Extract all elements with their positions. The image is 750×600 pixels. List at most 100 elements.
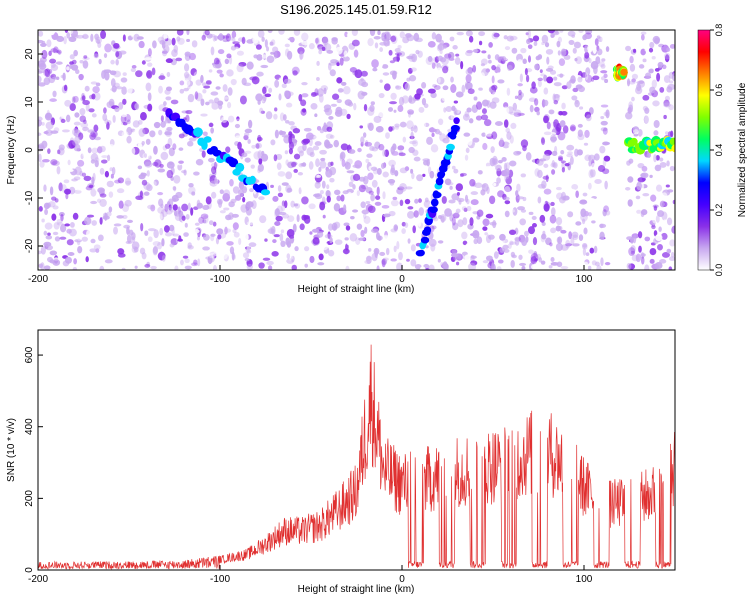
heatmap-cell (146, 70, 153, 79)
heatmap-cell (244, 150, 252, 154)
heatmap-cell (168, 224, 175, 232)
heatmap-cell (329, 237, 333, 244)
heatmap-cell (644, 107, 650, 114)
heatmap-cell (543, 131, 552, 136)
heatmap-cell (76, 34, 84, 39)
heatmap-cell (465, 30, 473, 37)
heatmap-cell (72, 267, 78, 270)
heatmap-cell (101, 159, 108, 164)
y-tick-label: 400 (24, 418, 35, 435)
heatmap-cell (298, 163, 304, 168)
heatmap-cell (470, 255, 477, 259)
heatmap-cell (114, 179, 121, 184)
heatmap-cell (210, 127, 214, 134)
heatmap-cell (216, 69, 223, 74)
heatmap-cell (319, 201, 327, 205)
heatmap-cell (131, 241, 140, 250)
heatmap-cell (124, 199, 132, 207)
heatmap-cell (147, 228, 156, 232)
heatmap-cell (587, 265, 592, 270)
heatmap-cell (310, 103, 318, 110)
heatmap-cell (499, 247, 506, 253)
heatmap-feature-cell (446, 143, 455, 151)
heatmap-cell (275, 153, 283, 161)
heatmap-cell (278, 77, 284, 81)
heatmap-cell (153, 229, 159, 239)
heatmap-cell (396, 53, 400, 63)
heatmap-cell (236, 64, 244, 73)
heatmap-cell (487, 54, 491, 60)
heatmap-cell (631, 96, 635, 102)
heatmap-cell (79, 59, 84, 64)
heatmap-cell (108, 206, 113, 213)
heatmap-cell (188, 52, 197, 61)
heatmap-cell (122, 203, 130, 213)
heatmap-cell (329, 134, 335, 139)
heatmap-cell (451, 253, 459, 258)
heatmap-cell (399, 31, 406, 39)
heatmap-cell (569, 188, 577, 197)
heatmap-cell (546, 56, 550, 65)
heatmap-cell (269, 41, 274, 46)
heatmap-cell (540, 73, 546, 77)
heatmap-cell (380, 162, 386, 170)
heatmap-cell (536, 110, 540, 116)
heatmap-cell (238, 237, 242, 246)
heatmap-cell (651, 224, 656, 230)
heatmap-cell (198, 259, 203, 267)
heatmap-cell (108, 98, 115, 107)
heatmap-cell (193, 240, 198, 249)
heatmap-cell (340, 143, 349, 151)
heatmap-cell (603, 155, 611, 162)
heatmap-cell (117, 177, 125, 184)
heatmap-cell (113, 223, 122, 227)
heatmap-cell (361, 209, 370, 215)
heatmap-cell (377, 150, 385, 156)
heatmap-cell (112, 115, 116, 123)
heatmap-cell (38, 214, 41, 223)
heatmap-cell (134, 265, 138, 269)
heatmap-cell (157, 206, 165, 214)
heatmap-cell (294, 246, 299, 252)
heatmap-cell (543, 188, 552, 195)
heatmap-cell (111, 166, 116, 176)
heatmap-cell (38, 132, 42, 137)
heatmap-cell (629, 63, 636, 72)
heatmap-cell (533, 41, 538, 47)
heatmap-cell (210, 233, 216, 237)
heatmap-cell (638, 64, 645, 69)
heatmap-cell (94, 33, 100, 40)
heatmap-cell (246, 245, 251, 252)
heatmap-cell (93, 124, 99, 132)
heatmap-cell (655, 215, 660, 223)
heatmap-cell (494, 66, 501, 74)
heatmap-cell (604, 78, 609, 84)
heatmap-cell (301, 179, 310, 185)
heatmap-cell (410, 259, 417, 267)
heatmap-cell (293, 153, 301, 160)
heatmap-cell (544, 149, 553, 156)
heatmap-cell (142, 127, 150, 135)
heatmap-cell (45, 121, 54, 130)
heatmap-cell (413, 156, 421, 162)
heatmap-cell (585, 252, 590, 257)
heatmap-cell (106, 121, 110, 130)
heatmap-cell (654, 164, 662, 172)
heatmap-cell (378, 143, 385, 151)
heatmap-cell (506, 131, 512, 140)
heatmap-cell (125, 240, 133, 245)
heatmap-cell (163, 225, 170, 233)
heatmap-cell (200, 74, 204, 84)
y-tick-label: 200 (24, 490, 35, 507)
heatmap-cell (603, 73, 608, 79)
heatmap-cell (248, 242, 257, 248)
heatmap-cell (407, 206, 414, 210)
heatmap-cell (188, 182, 194, 188)
y-tick-label: 10 (24, 96, 35, 108)
heatmap-cell (520, 139, 529, 148)
heatmap-cell (144, 230, 149, 236)
heatmap-cell (588, 154, 596, 162)
heatmap-cell (521, 265, 526, 270)
heatmap-cell (450, 84, 457, 93)
spectrogram-ylabel: Frequency (Hz) (6, 116, 17, 185)
